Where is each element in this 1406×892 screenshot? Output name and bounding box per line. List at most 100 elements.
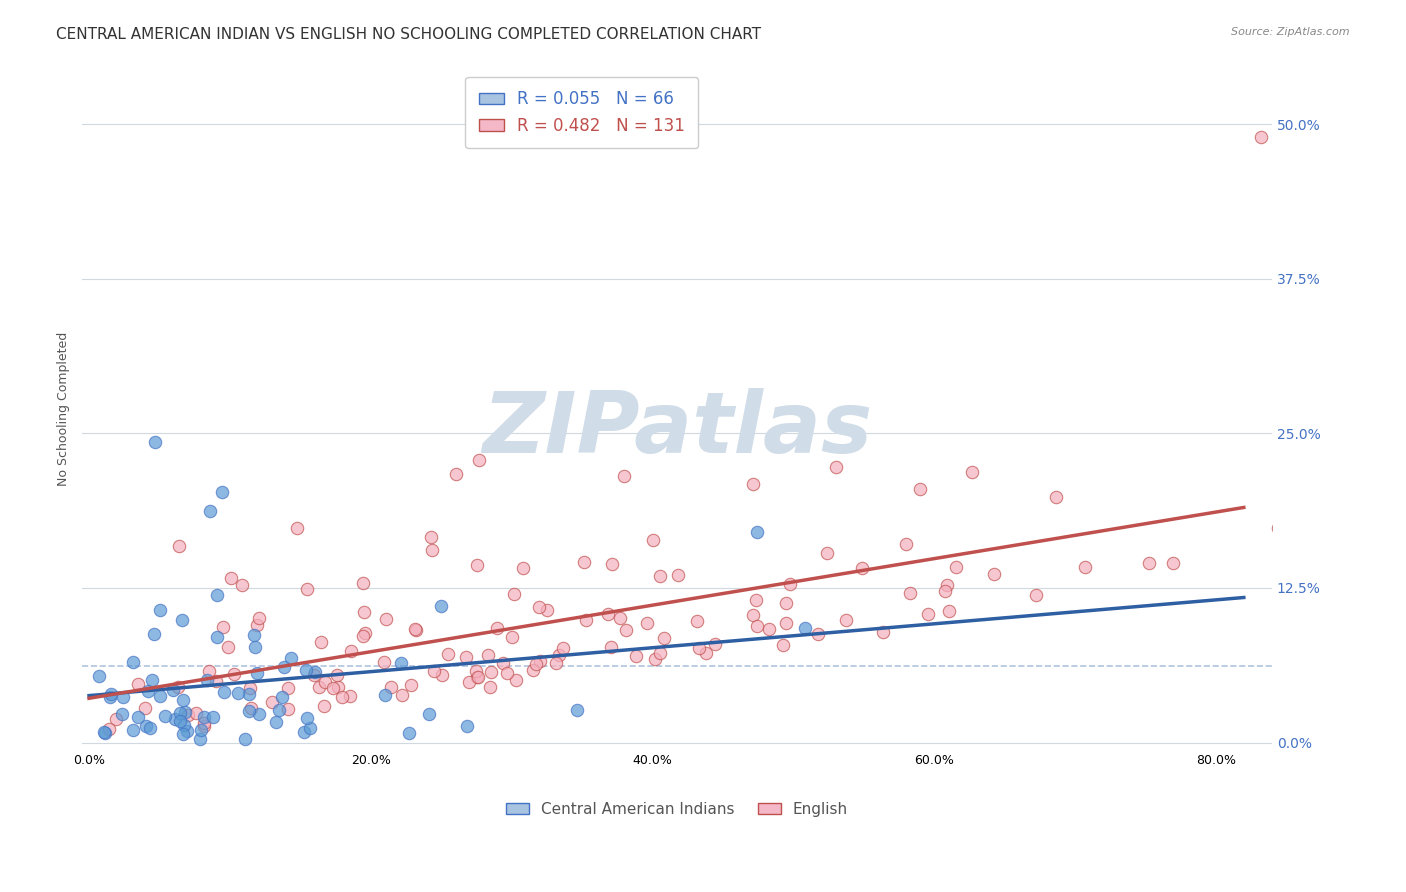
Point	[745, 525, 768, 540]
Point	[98, 690, 121, 705]
Point	[217, 640, 239, 655]
Point	[135, 719, 157, 733]
Point	[352, 629, 374, 643]
Point	[512, 560, 534, 574]
Y-axis label: No Schooling Completed: No Schooling Completed	[58, 332, 70, 486]
Point	[238, 681, 260, 695]
Point	[616, 624, 638, 638]
Point	[238, 704, 260, 718]
Point	[292, 725, 315, 739]
Point	[1139, 556, 1161, 570]
Point	[626, 649, 648, 664]
Point	[193, 715, 215, 730]
Point	[418, 706, 440, 721]
Point	[312, 698, 335, 713]
Point	[304, 667, 326, 681]
Point	[121, 723, 143, 737]
Point	[430, 599, 453, 613]
Point	[609, 611, 631, 625]
Point	[94, 726, 117, 740]
Point	[444, 467, 467, 481]
Point	[163, 712, 186, 726]
Point	[505, 673, 527, 688]
Point	[97, 722, 120, 736]
Point	[641, 533, 664, 547]
Point	[170, 613, 193, 627]
Point	[373, 655, 395, 669]
Point	[172, 727, 194, 741]
Point	[285, 520, 308, 534]
Point	[527, 600, 550, 615]
Point	[1250, 129, 1272, 144]
Point	[496, 665, 519, 680]
Point	[226, 686, 249, 700]
Point	[89, 669, 111, 683]
Point	[423, 664, 446, 678]
Point	[613, 469, 636, 483]
Point	[695, 646, 717, 660]
Point	[264, 714, 287, 729]
Point	[211, 484, 233, 499]
Point	[741, 477, 763, 491]
Point	[704, 637, 727, 651]
Point	[353, 625, 375, 640]
Point	[295, 710, 318, 724]
Point	[960, 465, 983, 479]
Point	[271, 690, 294, 705]
Point	[184, 706, 207, 720]
Point	[173, 718, 195, 732]
Point	[141, 673, 163, 687]
Point	[938, 604, 960, 618]
Point	[934, 584, 956, 599]
Point	[280, 650, 302, 665]
Point	[686, 614, 709, 628]
Point	[193, 709, 215, 723]
Point	[149, 689, 172, 703]
Point	[111, 707, 134, 722]
Point	[467, 670, 489, 684]
Point	[121, 655, 143, 669]
Point	[308, 680, 330, 694]
Point	[195, 673, 218, 687]
Point	[391, 688, 413, 702]
Point	[339, 689, 361, 703]
Point	[772, 638, 794, 652]
Point	[398, 726, 420, 740]
Point	[297, 582, 319, 596]
Point	[758, 622, 780, 636]
Point	[389, 656, 412, 670]
Point	[353, 605, 375, 619]
Point	[143, 435, 166, 450]
Point	[260, 695, 283, 709]
Point	[430, 668, 453, 682]
Point	[153, 709, 176, 723]
Point	[176, 708, 198, 723]
Point	[134, 701, 156, 715]
Point	[246, 666, 269, 681]
Point	[326, 668, 349, 682]
Point	[243, 640, 266, 655]
Point	[465, 558, 488, 572]
Point	[502, 587, 524, 601]
Point	[458, 675, 481, 690]
Point	[779, 576, 801, 591]
Point	[983, 567, 1005, 582]
Text: CENTRAL AMERICAN INDIAN VS ENGLISH NO SCHOOLING COMPLETED CORRELATION CHART: CENTRAL AMERICAN INDIAN VS ENGLISH NO SC…	[56, 27, 762, 42]
Point	[479, 680, 502, 694]
Point	[380, 680, 402, 694]
Point	[815, 546, 838, 560]
Point	[405, 623, 427, 637]
Point	[851, 561, 873, 575]
Point	[374, 688, 396, 702]
Point	[917, 607, 939, 622]
Point	[825, 460, 848, 475]
Point	[100, 687, 122, 701]
Point	[298, 721, 321, 735]
Point	[142, 627, 165, 641]
Point	[190, 723, 212, 737]
Point	[198, 504, 221, 518]
Point	[522, 663, 544, 677]
Point	[648, 647, 671, 661]
Point	[536, 603, 558, 617]
Point	[149, 603, 172, 617]
